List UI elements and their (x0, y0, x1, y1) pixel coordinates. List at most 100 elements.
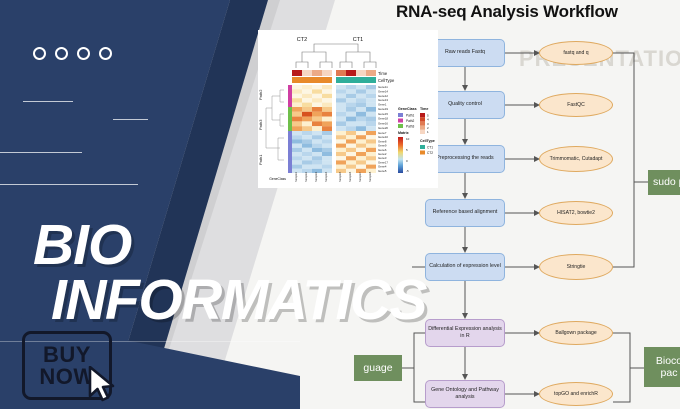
decor-rule-4 (0, 184, 138, 185)
svg-text:10: 10 (406, 137, 410, 141)
heatmap-annotation-time (292, 70, 376, 76)
svg-text:Gene13: Gene13 (378, 98, 388, 102)
svg-text:5: 5 (406, 148, 408, 152)
svg-text:Gene11: Gene11 (378, 85, 388, 89)
svg-text:Path3: Path3 (406, 125, 415, 129)
svg-text:Gene4: Gene4 (378, 165, 387, 169)
svg-text:5: 5 (427, 113, 429, 117)
flow-node-preprocessing[interactable]: Preprocessing the reads (425, 145, 505, 173)
svg-text:Gene9: Gene9 (378, 144, 387, 148)
flow-tool-hisat2[interactable]: HISAT2, bowtie2 (539, 201, 613, 225)
flow-node-expression[interactable]: Calculation of expression level (425, 253, 505, 281)
flow-tool-topgo[interactable]: topGO and enrichR (539, 382, 613, 406)
group-label-bioconductor-line2: pac (660, 367, 678, 379)
svg-text:Gene17: Gene17 (378, 160, 388, 164)
svg-text:Gene16: Gene16 (378, 121, 388, 125)
heatmap-col-tick: Sample1 (294, 171, 298, 182)
svg-text:4: 4 (427, 118, 429, 122)
buy-now-label-line2: NOW (39, 363, 95, 389)
svg-text:Gene2: Gene2 (378, 152, 387, 156)
flowchart-connectors (402, 50, 648, 403)
decor-dot (55, 47, 68, 60)
heatmap-row-group-path3: Path3 (258, 119, 263, 130)
svg-text:2: 2 (427, 126, 429, 130)
heatmap-col-label-ct2: CT2 (297, 37, 307, 43)
workflow-flowchart: Raw reads Fastq Quality control Preproce… (352, 22, 680, 409)
group-label-language: guage (354, 355, 402, 381)
brand-title-line1: BIO (33, 213, 132, 277)
decor-rule-5 (0, 341, 300, 342)
svg-text:Gene10: Gene10 (378, 135, 388, 139)
flow-node-raw-reads[interactable]: Raw reads Fastq (425, 39, 505, 67)
svg-text:Gene18: Gene18 (378, 117, 388, 121)
svg-text:Path1: Path1 (406, 114, 415, 118)
flow-node-alignment[interactable]: Reference based alignment (425, 199, 505, 227)
heatmap-row-group-path1: Path1 (258, 154, 263, 165)
svg-text:0: 0 (406, 159, 408, 163)
heatmap-annotation-label-time: Time (378, 71, 388, 76)
heatmap-col-tick: Sample3 (314, 171, 318, 182)
cursor-arrow-icon (88, 366, 115, 402)
decor-dot (33, 47, 46, 60)
heatmap-col-tick: Sample7 (358, 171, 362, 182)
heatmap-geneclass-axis-label: GeneClass (269, 177, 286, 181)
heatmap-col-tick: Sample2 (304, 171, 308, 182)
svg-text:Path2: Path2 (406, 119, 415, 123)
heatmap-row-group-path2: Path2 (258, 89, 263, 100)
decor-rule-1 (23, 101, 73, 102)
svg-text:Matrix: Matrix (398, 131, 409, 135)
svg-text:Gene1: Gene1 (378, 103, 387, 107)
flow-tool-trimmomatic[interactable]: Trimmomatic, Cutadapt (539, 146, 613, 172)
heatmap-col-tick: Sample8 (368, 171, 372, 182)
heatmap-plot: CT2 CT1 Time CellType (258, 30, 438, 188)
heatmap-col-tick: Sample5 (338, 171, 342, 182)
svg-text:Gene8: Gene8 (378, 139, 387, 143)
flow-tool-fastqc[interactable]: FastQC (539, 93, 613, 117)
brand-title-line2: INFORMATICS (51, 268, 428, 332)
svg-text:Gene15: Gene15 (378, 112, 388, 116)
decor-dot-row (33, 47, 112, 60)
svg-text:Gene3: Gene3 (378, 156, 387, 160)
heatmap-legend-time: Time 5 4 3 2 1 (420, 107, 429, 134)
svg-text:CellType: CellType (420, 139, 435, 143)
svg-text:CT2: CT2 (427, 151, 433, 155)
svg-text:1: 1 (427, 130, 429, 134)
decor-rule-3 (0, 152, 82, 153)
svg-text:3: 3 (427, 122, 429, 126)
heatmap-annotation-label-celltype: CellType (378, 78, 395, 83)
svg-text:Gene19: Gene19 (378, 107, 388, 111)
svg-text:Gene14: Gene14 (378, 89, 388, 93)
workflow-title: RNA-seq Analysis Workflow (396, 2, 618, 21)
heatmap-legend-matrix: Matrix 10 5 0 -5 (398, 131, 410, 173)
svg-text:Time: Time (420, 107, 428, 111)
heatmap-col-label-ct1: CT1 (353, 37, 363, 43)
decor-dot (77, 47, 90, 60)
group-label-bioconductor: Bioco pac (644, 347, 680, 387)
svg-text:Gene6: Gene6 (378, 148, 387, 152)
flow-node-gene-ontology[interactable]: Gene Ontology and Pathway analysis (425, 380, 505, 408)
buy-now-label-line1: BUY (43, 341, 91, 367)
heatmap-legend-celltype: CellType CT1 CT2 (420, 139, 435, 155)
svg-text:CT1: CT1 (427, 145, 433, 149)
heatmap-col-tick: Sample6 (348, 171, 352, 182)
svg-text:GeneClass: GeneClass (398, 107, 417, 111)
decor-dot (99, 47, 112, 60)
heatmap-col-tick: Sample4 (324, 171, 328, 182)
group-label-install-command: sudo p (648, 170, 680, 195)
flow-node-quality-control[interactable]: Quality control (425, 91, 505, 119)
buy-now-button[interactable]: BUY NOW (22, 331, 112, 400)
flow-tool-stringtie[interactable]: Stringtie (539, 254, 613, 280)
svg-text:-5: -5 (406, 169, 409, 173)
svg-text:Gene5: Gene5 (378, 169, 387, 173)
svg-text:Gene20: Gene20 (378, 126, 388, 130)
heatmap-legend-geneclass: GeneClass Path1 Path2 Path3 (398, 107, 417, 129)
heatmap-figure: CT2 CT1 Time CellType (258, 30, 438, 188)
flow-tool-raw-reads[interactable]: fastq and q (539, 41, 613, 65)
heatmap-cells (292, 85, 376, 173)
decor-rule-2 (113, 119, 148, 120)
svg-text:Gene7: Gene7 (378, 131, 387, 135)
flow-tool-ballgown[interactable]: Ballgown package (539, 321, 613, 345)
flow-node-differential-expression[interactable]: Differential Expression analysis in R (425, 319, 505, 347)
